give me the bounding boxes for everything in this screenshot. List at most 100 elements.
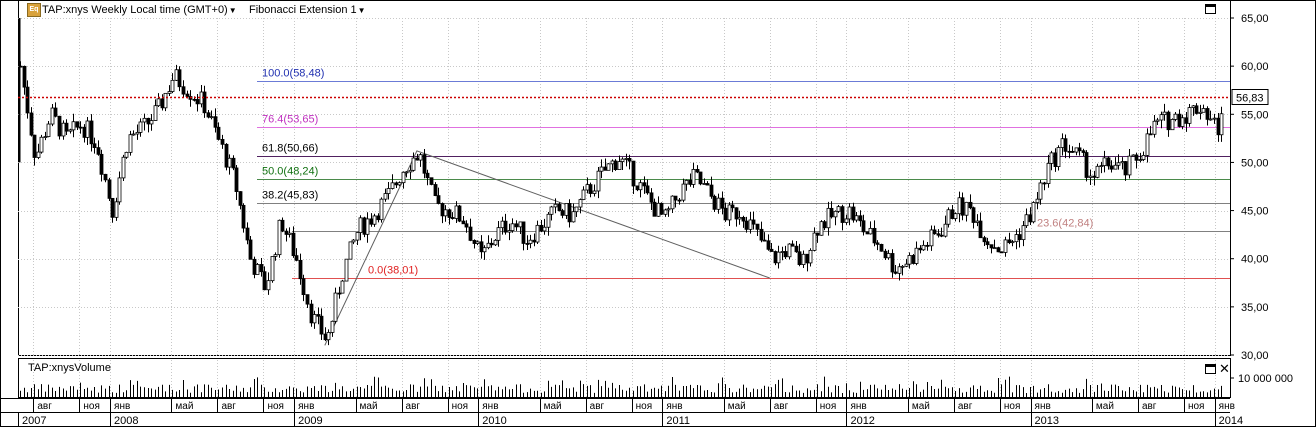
candle-body: [1063, 138, 1068, 152]
candle-body: [436, 195, 441, 204]
candle-body: [238, 191, 243, 206]
year-label: 2011: [666, 415, 690, 427]
candle-body: [362, 217, 367, 235]
month-label: май: [1096, 401, 1114, 412]
candle-body: [64, 122, 69, 132]
month-label: ноя: [452, 401, 469, 412]
fib-level-label: 61.8(50,66): [262, 143, 318, 155]
dropdown-arrow-icon[interactable]: ▼: [228, 6, 237, 15]
symbol-title[interactable]: TAP:xnys Weekly Local time (GMT+0)▼: [42, 4, 237, 16]
candle-body: [1095, 165, 1100, 178]
candle-body: [1042, 182, 1047, 185]
candle-body: [907, 255, 912, 265]
candle-body: [1141, 155, 1146, 160]
candle-body: [996, 247, 1001, 253]
candle-body: [691, 169, 696, 185]
candle-body: [564, 203, 569, 216]
candle-body: [1035, 198, 1040, 203]
candles: [18, 18, 1224, 397]
candle-body: [1191, 105, 1196, 108]
candle-body: [280, 219, 285, 232]
candle-body: [1145, 133, 1150, 156]
month-label: янв: [298, 401, 314, 412]
candle-body: [790, 243, 795, 247]
candle-body: [135, 132, 140, 135]
candle-body: [546, 213, 551, 228]
candle-body: [142, 117, 147, 123]
close-volume-icon[interactable]: ✕: [1219, 361, 1230, 376]
candle-body: [960, 197, 965, 216]
candle-body: [390, 182, 395, 189]
candle-body: [702, 183, 707, 185]
candle-body: [185, 93, 190, 97]
candle-body: [397, 182, 402, 186]
candle-body: [340, 280, 345, 294]
candle-body: [99, 153, 104, 175]
month-label: май: [912, 401, 930, 412]
candle-body: [440, 203, 445, 217]
candle-body: [22, 65, 27, 88]
candle-body: [85, 120, 90, 138]
candle-body: [971, 207, 976, 223]
candle-body: [220, 138, 225, 145]
fib-level-label: 50.0(48,24): [262, 166, 318, 178]
candle-body: [503, 220, 508, 233]
candle-body: [720, 197, 725, 209]
candle-body: [1017, 234, 1022, 241]
study-title[interactable]: Fibonacci Extension 1▼: [249, 4, 366, 16]
maximize-icon[interactable]: [1205, 4, 1216, 14]
candle-body: [202, 91, 207, 114]
candle-body: [1177, 113, 1182, 127]
candle-body: [1053, 152, 1058, 168]
candle-body: [333, 292, 338, 322]
candle-body: [656, 202, 661, 217]
candle-body: [153, 105, 158, 121]
candle-body: [1109, 165, 1114, 170]
candle-body: [950, 209, 955, 219]
candle-body: [734, 207, 739, 220]
month-label: авг: [958, 401, 973, 412]
candle-body: [309, 303, 314, 324]
candle-body: [968, 201, 973, 209]
candle-body: [553, 203, 558, 208]
candle-body: [588, 184, 593, 194]
candle-body: [759, 228, 764, 241]
month-label: янв: [1219, 401, 1235, 412]
candle-body: [482, 247, 487, 253]
dropdown-arrow-icon[interactable]: ▼: [357, 6, 366, 15]
candle-body: [1127, 155, 1132, 176]
candle-body: [985, 241, 990, 246]
candle-body: [911, 255, 916, 264]
candle-body: [709, 184, 714, 197]
candle-body: [571, 211, 576, 223]
candle-body: [241, 204, 246, 229]
candle-body: [1003, 239, 1008, 253]
month-label: ноя: [820, 401, 837, 412]
candle-body: [744, 220, 749, 230]
candle-body: [617, 161, 622, 170]
candle-body: [277, 219, 282, 256]
fib-level-label: 100.0(58,48): [262, 68, 324, 80]
candle-body: [666, 208, 671, 211]
candle-body: [160, 98, 165, 109]
candle-body: [1099, 165, 1104, 167]
maximize-volume-icon[interactable]: [1205, 364, 1216, 374]
candle-body: [312, 314, 317, 324]
candle-body: [1038, 182, 1043, 200]
candle-body: [712, 195, 717, 210]
candle-body: [1131, 154, 1136, 157]
candle-body: [301, 278, 306, 296]
candle-body: [365, 218, 370, 235]
eq-icon[interactable]: Eq: [27, 3, 41, 17]
fib-level-label: 38.2(45,83): [262, 190, 318, 202]
candle-body: [181, 86, 186, 95]
candle-body: [78, 126, 83, 129]
candle-body: [369, 218, 374, 225]
price-axis: 65,00 60,00 55,00 50,00 45,00 40,00 35,00 30,00: [1230, 13, 1269, 362]
candle-body: [797, 251, 802, 265]
candle-body: [525, 243, 530, 245]
candle-body: [557, 203, 562, 212]
candle-body: [620, 158, 625, 162]
candle-body: [883, 250, 888, 259]
